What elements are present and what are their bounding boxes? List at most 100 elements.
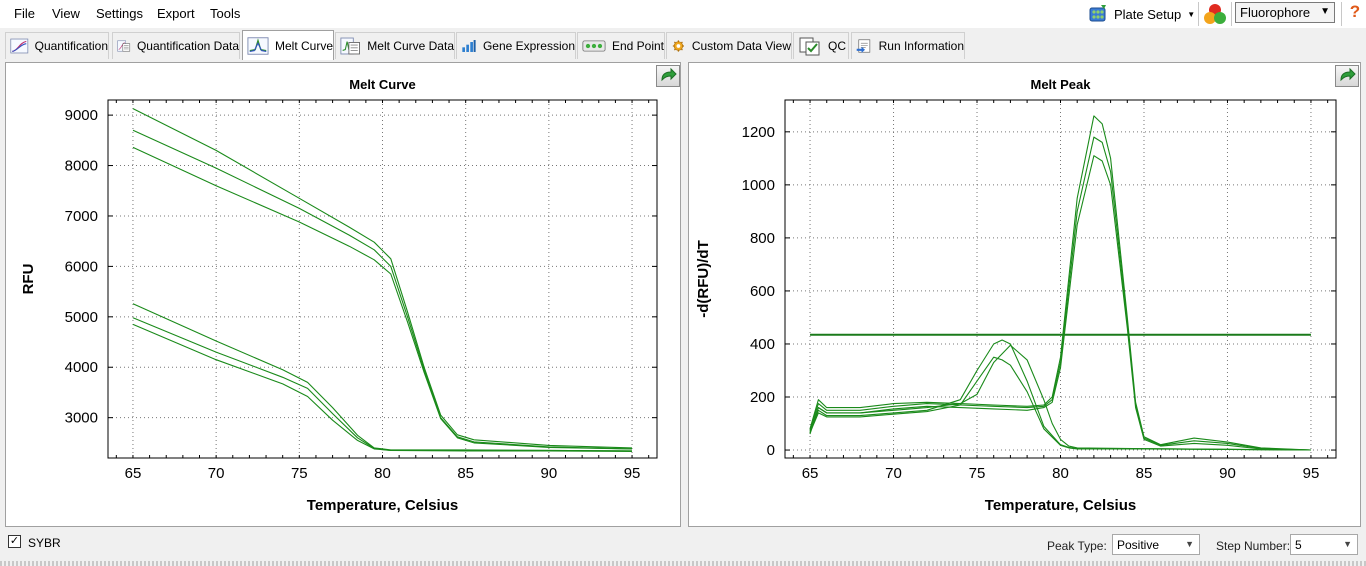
- x-axis-label: Temperature, Celsius: [307, 497, 458, 514]
- tab-label: Run Information: [878, 39, 964, 53]
- series-line: [132, 108, 633, 449]
- x-tick-label: 80: [374, 465, 391, 482]
- toolbar-separator: [1341, 2, 1342, 26]
- series-line: [132, 129, 633, 450]
- tab-label: Gene Expression: [482, 39, 575, 53]
- melt-peak-panel: Melt Peak 65 70 75 80 85 90 95 0 200 400 600 800 1000…: [688, 62, 1361, 527]
- step-number-select[interactable]: 5 ▼: [1290, 534, 1358, 555]
- export-chart-button[interactable]: [1335, 65, 1359, 87]
- data-sheet-icon: [117, 40, 131, 52]
- amplification-icon: [10, 38, 29, 54]
- peak-type-label: Peak Type:: [1047, 539, 1107, 553]
- fluorophore-value: Fluorophore: [1240, 5, 1311, 20]
- y-axis-label: RFU: [20, 264, 37, 295]
- tab-gene-expression[interactable]: Gene Expression: [456, 32, 576, 59]
- x-axis-label: Temperature, Celsius: [985, 497, 1136, 514]
- y-tick-label: 7000: [65, 208, 98, 225]
- menu-export[interactable]: Export: [157, 6, 195, 21]
- y-tick-label: 3000: [65, 410, 98, 427]
- x-tick-label: 90: [541, 465, 558, 482]
- y-tick-label: 600: [750, 283, 775, 300]
- fluorophore-select[interactable]: Fluorophore ▼: [1235, 2, 1335, 23]
- x-tick-label: 70: [208, 465, 225, 482]
- series-line: [809, 155, 1312, 451]
- melt-peak-chart: Melt Peak 65 70 75 80 85 90 95 0 200 400 600 800 1000…: [695, 77, 1337, 514]
- series-line: [809, 115, 1312, 451]
- export-arrow-icon: [1340, 67, 1356, 82]
- tab-melt-curve-data[interactable]: Melt Curve Data: [335, 32, 455, 59]
- tab-label: Melt Curve: [274, 38, 333, 53]
- tab-quantification-data[interactable]: Quantification Data: [112, 32, 240, 59]
- tab-custom-data-view[interactable]: Custom Data View: [666, 32, 792, 59]
- melt-curve-icon: [247, 36, 269, 55]
- tab-label: End Point: [611, 39, 664, 53]
- x-tick-label: 65: [125, 465, 142, 482]
- y-tick-label: 400: [750, 336, 775, 353]
- tab-label: Quantification Data: [136, 39, 239, 53]
- x-tick-label: 65: [802, 465, 819, 482]
- help-icon[interactable]: ?: [1349, 2, 1361, 21]
- end-point-icon: [582, 40, 606, 52]
- color-balls-icon[interactable]: [1203, 3, 1227, 25]
- step-number-label: Step Number:: [1216, 539, 1291, 553]
- plate-setup-button[interactable]: Plate Setup ▼: [1088, 1, 1195, 27]
- y-tick-label: 800: [750, 230, 775, 247]
- x-tick-label: 95: [624, 465, 641, 482]
- y-tick-label: 5000: [65, 309, 98, 326]
- tab-qc[interactable]: QC: [793, 32, 849, 59]
- series-line: [809, 136, 1312, 451]
- menu-tools[interactable]: Tools: [210, 6, 241, 21]
- tab-quantification[interactable]: Quantification: [5, 32, 109, 59]
- menu-bar: File View Settings Export Tools Plate Se…: [0, 0, 1366, 28]
- sybr-checkbox[interactable]: ✓: [8, 535, 21, 548]
- tab-label: Custom Data View: [691, 39, 791, 53]
- menu-settings[interactable]: Settings: [96, 6, 143, 21]
- gear-icon: [672, 40, 684, 52]
- x-tick-label: 85: [1136, 465, 1153, 482]
- y-tick-label: 1200: [742, 124, 775, 141]
- chevron-down-icon: ▼: [1185, 539, 1194, 549]
- y-tick-label: 1000: [742, 177, 775, 194]
- bar-chart-icon: [462, 40, 476, 52]
- x-tick-label: 95: [1303, 465, 1320, 482]
- chevron-down-icon: ▼: [1187, 9, 1196, 19]
- x-tick-label: 75: [291, 465, 308, 482]
- x-tick-label: 75: [969, 465, 986, 482]
- chart-title: Melt Curve: [349, 77, 415, 92]
- series-line: [132, 146, 633, 450]
- tab-end-point[interactable]: End Point: [577, 32, 665, 59]
- chart-title: Melt Peak: [1031, 77, 1092, 92]
- melt-curve-panel: Melt Curve 65 70 75 80 85 90 95 3000 4000 5000 6000…: [5, 62, 681, 527]
- status-bar: ✓ SYBR Peak Type: Positive ▼ Step Number…: [0, 530, 1366, 560]
- y-tick-label: 4000: [65, 359, 98, 376]
- y-tick-label: 8000: [65, 158, 98, 175]
- melt-curve-chart: Melt Curve 65 70 75 80 85 90 95 3000 4000 5000 6000…: [20, 77, 658, 514]
- x-tick-label: 70: [885, 465, 902, 482]
- chevron-down-icon: ▼: [1343, 539, 1352, 549]
- toolbar-separator: [1231, 2, 1232, 26]
- plate-setup-label: Plate Setup: [1114, 6, 1182, 22]
- x-tick-label: 90: [1219, 465, 1236, 482]
- menu-view[interactable]: View: [52, 6, 80, 21]
- peak-type-select[interactable]: Positive ▼: [1112, 534, 1200, 555]
- tab-label: Quantification: [34, 39, 108, 53]
- y-axis-label: -d(RFU)/dT: [695, 240, 712, 317]
- melt-data-icon: [340, 37, 360, 55]
- y-tick-label: 0: [767, 442, 775, 459]
- chevron-down-icon: ▼: [1320, 6, 1330, 17]
- tab-label: Melt Curve Data: [367, 39, 454, 53]
- toolbar-separator: [1198, 2, 1199, 26]
- run-info-icon: [856, 39, 871, 53]
- series-line: [132, 323, 633, 452]
- plate-setup-icon: [1089, 5, 1106, 22]
- sybr-label: SYBR: [28, 536, 61, 550]
- export-arrow-icon: [661, 67, 677, 82]
- tab-bar: Quantification Quantification Data Melt …: [0, 30, 1366, 60]
- resize-grip[interactable]: [0, 561, 1366, 566]
- menu-file[interactable]: File: [14, 6, 35, 21]
- y-tick-label: 6000: [65, 258, 98, 275]
- y-tick-label: 200: [750, 389, 775, 406]
- export-chart-button[interactable]: [656, 65, 680, 87]
- tab-run-information[interactable]: Run Information: [851, 32, 965, 59]
- tab-melt-curve[interactable]: Melt Curve: [242, 30, 334, 60]
